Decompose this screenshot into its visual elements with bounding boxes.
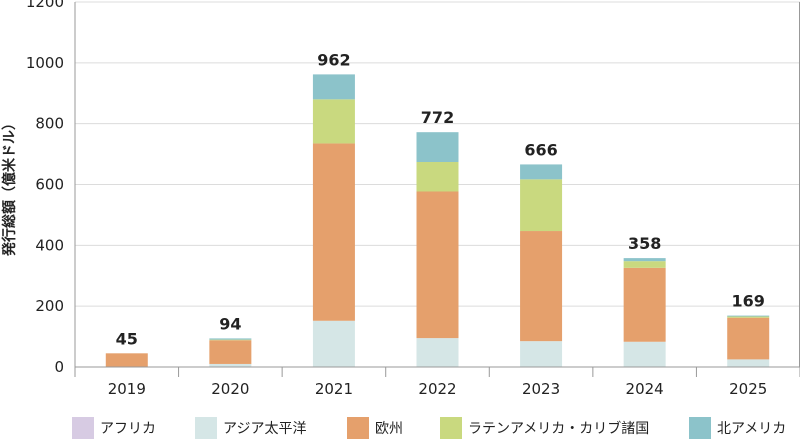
legend-label: 欧州: [375, 421, 403, 437]
bar-segment: [209, 338, 252, 340]
bar-segment: [623, 258, 666, 262]
bar-segment: [416, 132, 459, 162]
bar-segment: [416, 161, 459, 192]
bar-segment: [623, 341, 666, 367]
bar-segment: [520, 231, 563, 342]
bar-segment: [520, 164, 563, 180]
x-tick-label: 2022: [418, 380, 456, 398]
bar-segment: [727, 359, 770, 367]
bar-segment: [209, 339, 252, 341]
legend-swatch: [440, 417, 462, 439]
x-tick-label: 2025: [729, 380, 767, 398]
bar-segment: [520, 341, 563, 367]
bar-segment: [623, 267, 666, 342]
bar-segment: [623, 261, 666, 268]
legend-label: アフリカ: [100, 421, 156, 437]
bar-segment: [312, 143, 355, 321]
legend-swatch: [195, 417, 217, 439]
legend-label: ラテンアメリカ・カリブ諸国: [468, 420, 649, 437]
bar-segment: [312, 74, 355, 100]
axes: 0 200 400 600 800 1000 1200 2019 2020 2021 2022 202…: [26, 0, 800, 398]
bar-segment: [312, 99, 355, 144]
x-tick-label: 2020: [211, 380, 249, 398]
y-tick-label: 1000: [26, 54, 64, 72]
bar-segment: [105, 353, 148, 367]
bar-segment: [727, 316, 770, 318]
bar-segment: [520, 179, 563, 232]
x-tick-label: 2021: [315, 380, 353, 398]
total-label: 45: [116, 329, 138, 348]
bars: [105, 74, 770, 367]
total-label: 358: [628, 234, 661, 253]
total-label: 772: [421, 108, 454, 127]
x-tick-label: 2023: [522, 380, 560, 398]
bar-segment: [209, 340, 252, 364]
bar-segment: [416, 338, 459, 367]
legend-swatch: [72, 417, 94, 439]
legend-label: アジア太平洋: [223, 421, 306, 437]
y-tick-label: 400: [35, 236, 64, 254]
bar-segment: [209, 363, 252, 367]
legend-swatch: [347, 417, 369, 439]
y-tick-label: 600: [35, 176, 64, 194]
bar-segment: [416, 191, 459, 339]
legend-label: 北アメリカ: [717, 421, 786, 437]
bar-segment: [727, 315, 770, 317]
total-label: 94: [219, 314, 241, 333]
y-axis-label: 発行総額（億米ドル）: [1, 116, 18, 257]
total-label: 169: [732, 292, 765, 311]
y-tick-label: 800: [35, 115, 64, 133]
x-tick-label: 2024: [626, 380, 664, 398]
y-tick-label: 1200: [26, 0, 64, 11]
legend: アフリカ アジア太平洋 欧州 ラテンアメリカ・カリブ諸国 北アメリカ: [72, 417, 786, 439]
bar-segment: [727, 317, 770, 360]
y-tick-label: 200: [35, 297, 64, 315]
bar-segment: [312, 320, 355, 367]
totals: 45 94 962 772 666 358 169: [116, 50, 765, 348]
y-tick-label: 0: [54, 358, 64, 376]
total-label: 666: [524, 140, 557, 159]
x-tick-label: 2019: [108, 380, 146, 398]
total-label: 962: [317, 50, 350, 69]
legend-swatch: [689, 417, 711, 439]
